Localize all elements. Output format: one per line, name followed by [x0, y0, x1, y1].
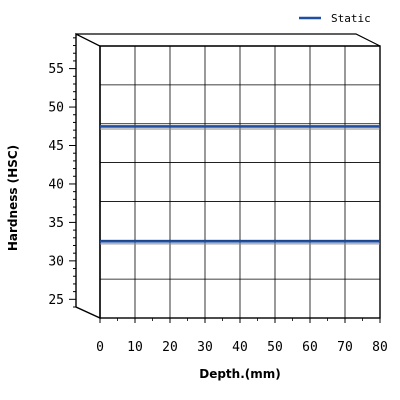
x-axis-title: Depth.(mm) — [199, 367, 281, 381]
legend: Static — [299, 12, 371, 25]
x-tick-label: 0 — [96, 340, 104, 355]
x-tick-label: 30 — [197, 340, 213, 355]
y-tick-label: 25 — [48, 293, 64, 308]
x-tick-label: 50 — [267, 340, 283, 355]
x-tick-label: 80 — [372, 340, 388, 355]
x-tick-label: 40 — [232, 340, 248, 355]
x-tick-label: 70 — [337, 340, 353, 355]
x-tick-label: 20 — [162, 340, 178, 355]
y-axis-title: Hardness (HSC) — [6, 145, 20, 251]
x-tick-label: 10 — [127, 340, 143, 355]
axes: 25 30 35 40 45 50 55 0 10 20 30 40 50 60 70 80 — [48, 37, 388, 355]
legend-label-static: Static — [331, 12, 371, 25]
y-tick-label: 55 — [48, 62, 64, 77]
series-lines — [100, 125, 380, 245]
x-tick-label: 60 — [302, 340, 318, 355]
y-tick-label: 35 — [48, 216, 64, 231]
y-tick-label: 50 — [48, 101, 64, 116]
box-top-face — [75, 33, 381, 47]
grid-lines — [100, 46, 380, 318]
box-left-wall — [75, 32, 101, 320]
y-tick-label: 30 — [48, 254, 64, 269]
y-tick-label: 40 — [48, 177, 64, 192]
chart-box — [75, 32, 381, 320]
y-tick-label: 45 — [48, 139, 64, 154]
